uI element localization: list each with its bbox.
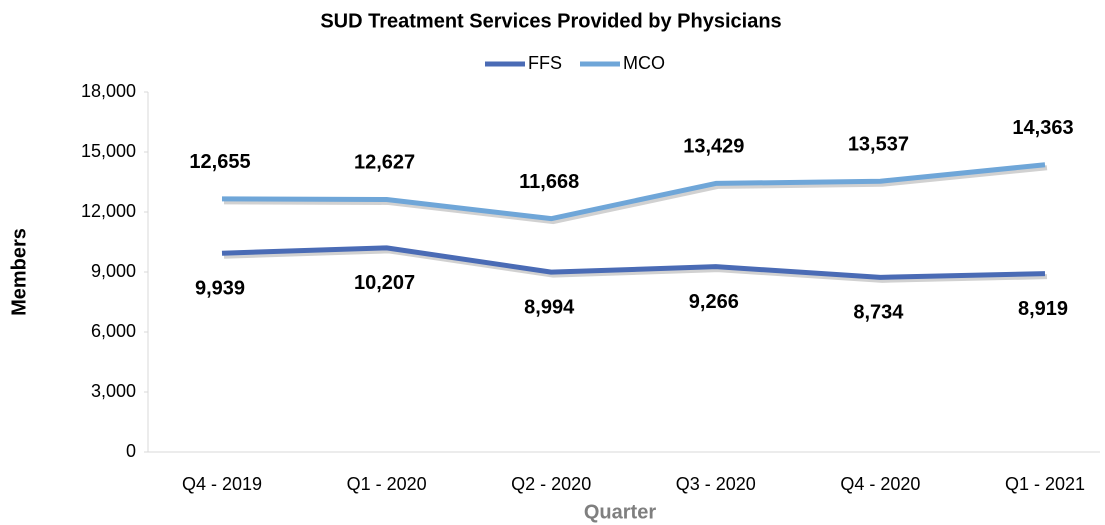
x-tick-label: Q4 - 2020 [840, 474, 920, 494]
line-shadow [223, 248, 1048, 283]
data-label: 9,266 [689, 291, 739, 313]
data-label: 10,207 [354, 272, 415, 294]
series-line [221, 245, 1046, 280]
data-label: 11,668 [519, 171, 579, 193]
y-tick-label: 18,000 [81, 81, 136, 101]
chart-title: SUD Treatment Services Provided by Physi… [320, 10, 781, 32]
x-tick-label: Q3 - 2020 [676, 474, 756, 494]
x-tick-label: Q1 - 2020 [347, 474, 427, 494]
data-label: 12,655 [189, 151, 250, 173]
data-label: 13,537 [848, 134, 909, 156]
legend-label: FFS [528, 53, 562, 73]
data-label: 8,994 [524, 296, 575, 318]
y-tick-label: 3,000 [91, 381, 136, 401]
y-tick-label: 0 [126, 441, 136, 461]
data-label: 12,627 [354, 152, 415, 174]
line-shadow [223, 165, 1048, 225]
data-label: 9,939 [195, 278, 245, 300]
x-axis-label: Quarter [584, 501, 656, 523]
x-tick-label: Q1 - 2021 [1005, 474, 1085, 494]
x-tick-label: Q4 - 2019 [182, 474, 262, 494]
data-label: 8,734 [853, 302, 904, 324]
legend-label: MCO [623, 53, 665, 73]
data-label: 14,363 [1012, 117, 1073, 139]
data-label: 13,429 [683, 136, 744, 158]
y-tick-label: 9,000 [91, 261, 136, 281]
y-tick-label: 6,000 [91, 321, 136, 341]
y-axis-label: Members [8, 228, 30, 316]
data-label: 8,919 [1018, 298, 1068, 320]
series-line [221, 162, 1046, 222]
y-tick-label: 12,000 [81, 201, 136, 221]
y-tick-label: 15,000 [81, 141, 136, 161]
x-tick-label: Q2 - 2020 [511, 474, 591, 494]
